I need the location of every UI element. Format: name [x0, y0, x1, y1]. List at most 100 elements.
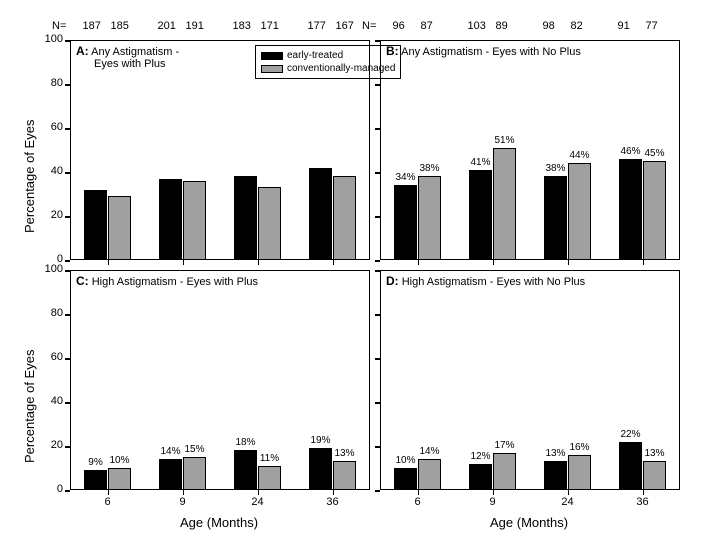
bar-value-label: 51% [494, 135, 514, 146]
y-axis-label-top: Percentage of Eyes [22, 120, 37, 233]
x-tick [258, 490, 260, 495]
y-tick [65, 358, 70, 360]
y-tick [375, 314, 380, 316]
bar-value-label: 13% [545, 448, 565, 459]
bar [544, 461, 567, 490]
y-tick [375, 446, 380, 448]
y-tick-label: 60 [38, 121, 63, 133]
bar-value-label: 11% [260, 453, 279, 464]
bar-value-label: 38% [419, 163, 439, 174]
bar-value-label: 46% [620, 146, 640, 157]
panel-title: C: High Astigmatism - Eyes with Plus [76, 274, 258, 288]
bar [493, 453, 516, 490]
y-tick-label: 0 [38, 483, 63, 495]
bar-value-label: 12% [470, 451, 490, 462]
n-value: 171 [261, 20, 279, 32]
bar [418, 459, 441, 490]
n-value: 89 [496, 20, 508, 32]
y-tick [65, 402, 70, 404]
y-tick-label: 40 [38, 165, 63, 177]
bar-value-label: 22% [620, 429, 640, 440]
y-tick [65, 128, 70, 130]
bar-value-label: 13% [334, 448, 354, 459]
panel-letter: C: [76, 274, 89, 288]
n-prefix: N= [362, 20, 376, 32]
x-tick [418, 490, 420, 495]
y-tick [65, 446, 70, 448]
bar-value-label: 14% [160, 446, 180, 457]
n-value: 96 [393, 20, 405, 32]
n-value: 177 [308, 20, 326, 32]
panel-title: A: Any Astigmatism -Eyes with Plus [76, 44, 179, 70]
y-tick-label: 40 [38, 395, 63, 407]
bar-value-label: 10% [395, 455, 415, 466]
y-tick-label: 80 [38, 307, 63, 319]
panel-title: D: High Astigmatism - Eyes with No Plus [386, 274, 585, 288]
y-tick [375, 216, 380, 218]
y-tick [65, 490, 70, 492]
y-tick [375, 358, 380, 360]
n-value: 185 [111, 20, 129, 32]
panel-title-line2: Eyes with Plus [76, 58, 166, 70]
bar [84, 190, 107, 260]
bar [394, 185, 417, 260]
x-tick-label: 9 [489, 496, 495, 508]
bar [159, 179, 182, 260]
bar [643, 461, 666, 490]
bar [84, 470, 107, 490]
n-value: 167 [336, 20, 354, 32]
bar-value-label: 38% [545, 163, 565, 174]
n-value: 98 [543, 20, 555, 32]
y-tick [65, 314, 70, 316]
bar-value-label: 17% [494, 440, 514, 451]
panel-letter: D: [386, 274, 399, 288]
bar [333, 176, 356, 260]
bar [183, 457, 206, 490]
bar [418, 176, 441, 260]
n-value: 103 [468, 20, 486, 32]
n-value: 187 [83, 20, 101, 32]
x-tick [568, 490, 570, 495]
bar-value-label: 9% [88, 457, 102, 468]
bar [619, 442, 642, 490]
bar-value-label: 45% [644, 148, 664, 159]
bar [643, 161, 666, 260]
bar [619, 159, 642, 260]
bar-value-label: 44% [569, 150, 589, 161]
x-tick [108, 260, 110, 265]
x-tick [108, 490, 110, 495]
x-tick-label: 6 [414, 496, 420, 508]
bar [108, 196, 131, 260]
y-tick [65, 216, 70, 218]
panel-letter: A: [76, 44, 89, 58]
n-value: 77 [646, 20, 658, 32]
x-tick-label: 24 [561, 496, 573, 508]
x-tick [258, 260, 260, 265]
bar [544, 176, 567, 260]
x-tick [333, 260, 335, 265]
x-tick [183, 260, 185, 265]
bar [183, 181, 206, 260]
n-prefix: N= [52, 20, 66, 32]
x-tick-label: 9 [179, 496, 185, 508]
n-value: 201 [158, 20, 176, 32]
x-tick-label: 6 [104, 496, 110, 508]
n-value: 82 [571, 20, 583, 32]
bar-value-label: 19% [310, 435, 330, 446]
bar [258, 466, 281, 490]
bar [159, 459, 182, 490]
bar [108, 468, 131, 490]
bar [309, 448, 332, 490]
x-tick [568, 260, 570, 265]
y-tick [65, 84, 70, 86]
x-tick-label: 36 [636, 496, 648, 508]
y-tick-label: 80 [38, 77, 63, 89]
bar-value-label: 16% [569, 442, 589, 453]
bar-value-label: 14% [419, 446, 439, 457]
bar-value-label: 10% [109, 455, 129, 466]
bar [394, 468, 417, 490]
x-tick [183, 490, 185, 495]
x-tick [493, 490, 495, 495]
bar [333, 461, 356, 490]
y-tick-label: 60 [38, 351, 63, 363]
